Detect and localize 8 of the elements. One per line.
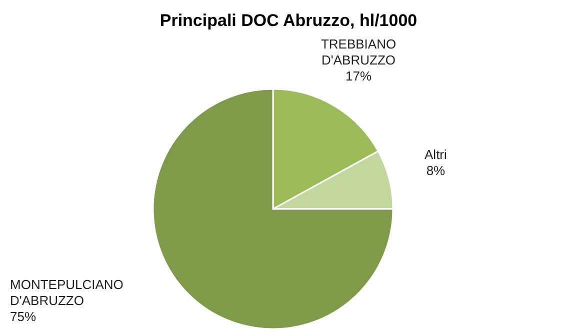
slice-label: Altri	[424, 147, 448, 162]
data-label: 8%	[426, 163, 446, 178]
slice-label: TREBBIANO D'ABRUZZO	[320, 36, 396, 68]
chart-title: Principali DOC Abruzzo, hl/1000	[160, 11, 418, 30]
pie-slice	[152, 88, 394, 330]
data-label: 75%	[10, 309, 36, 324]
slice-label: MONTEPULCIANO D'ABRUZZO	[10, 277, 124, 308]
data-label: 17%	[346, 68, 372, 84]
